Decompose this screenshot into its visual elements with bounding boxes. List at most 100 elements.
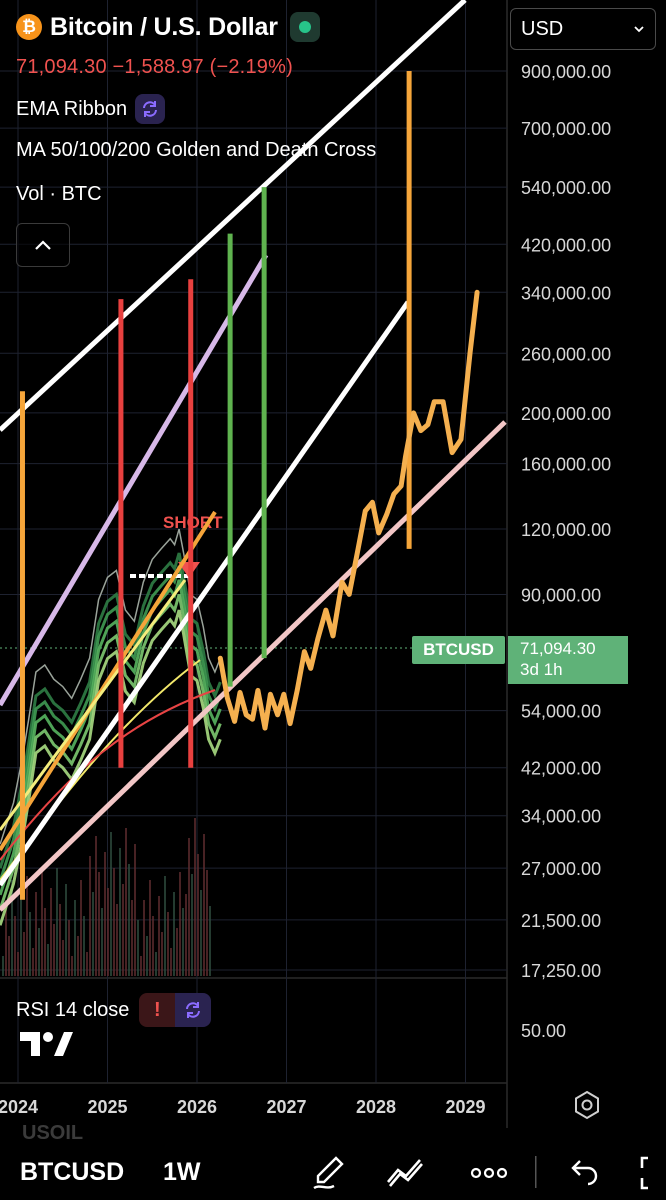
time-tick-label: 2025 xyxy=(87,1097,127,1117)
volume-bar xyxy=(167,912,169,976)
yellow-trend xyxy=(0,579,187,831)
volume-bar xyxy=(170,948,172,976)
ghost-symbol: USOIL xyxy=(22,1122,84,1144)
fullscreen-icon[interactable] xyxy=(632,1152,666,1192)
volume-bar xyxy=(95,836,97,976)
price-tick-label: 27,000.00 xyxy=(521,859,601,879)
price-tick-label: 17,250.00 xyxy=(521,961,601,981)
volume-bar xyxy=(5,900,7,976)
ma-100-line xyxy=(0,689,216,861)
volume-bar xyxy=(176,928,178,976)
undo-icon[interactable] xyxy=(566,1152,602,1192)
volume-bar xyxy=(128,864,130,976)
volume-bar xyxy=(155,952,157,976)
chevron-up-icon xyxy=(35,240,51,250)
volume-bar xyxy=(38,928,40,976)
volume-bar xyxy=(125,828,127,976)
indicator-label: EMA Ribbon xyxy=(16,97,128,120)
channel-mid xyxy=(0,300,411,887)
price-tick-label: 900,000.00 xyxy=(521,62,611,82)
indicator-volume[interactable]: Vol · BTC xyxy=(16,183,102,205)
price-tick-label: 120,000.00 xyxy=(521,520,611,540)
time-tick-label: 2029 xyxy=(445,1097,485,1117)
collapse-legend-button[interactable] xyxy=(16,223,70,267)
volume-bar xyxy=(119,848,121,976)
time-tick-label: 2028 xyxy=(356,1097,396,1117)
market-open-icon[interactable] xyxy=(289,12,320,42)
volume-bar xyxy=(200,890,202,976)
volume-bar xyxy=(50,888,52,976)
symbol-header[interactable]: ₿ Bitcoin / U.S. Dollar xyxy=(16,12,320,42)
indicator-ma-cross[interactable]: MA 50/100/200 Golden and Death Cross xyxy=(16,139,377,161)
bottom-toolbar xyxy=(0,1140,666,1200)
price-tick-label: 54,000.00 xyxy=(521,702,601,722)
interval-button[interactable]: 1W xyxy=(163,1158,201,1186)
orange-trend xyxy=(0,510,217,852)
volume-bar xyxy=(113,868,115,976)
volume-bar xyxy=(47,944,49,976)
rsi-label: RSI 14 close xyxy=(16,998,130,1021)
settings-icon[interactable] xyxy=(570,1088,604,1122)
volume-bar xyxy=(203,834,205,976)
price-tick-label: 160,000.00 xyxy=(521,455,611,475)
price-tick-label: 90,000.00 xyxy=(521,585,601,605)
volume-bar xyxy=(206,870,208,976)
time-tick-label: 2024 xyxy=(0,1097,38,1117)
symbol-button[interactable]: BTCUSD xyxy=(20,1158,125,1186)
channel-bottom xyxy=(0,420,507,912)
volume-bar xyxy=(107,888,109,976)
volume-bar xyxy=(98,872,100,976)
last-price: 71,094.30 xyxy=(520,639,596,658)
price-tick-label: 340,000.00 xyxy=(521,283,611,303)
volume-bar xyxy=(131,900,133,976)
time-tick-label: 2027 xyxy=(266,1097,306,1117)
volume-bar xyxy=(143,900,145,976)
rsi-legend[interactable]: RSI 14 close ! xyxy=(16,993,212,1027)
volume-bar xyxy=(59,904,61,976)
drawing-tools-icon[interactable] xyxy=(384,1152,428,1192)
volume-bar xyxy=(140,956,142,976)
rsi-tick-label: 50.00 xyxy=(521,1021,566,1041)
volume-bar xyxy=(146,936,148,976)
currency-select[interactable]: USD xyxy=(510,8,656,50)
price-tick-label: 34,000.00 xyxy=(521,807,601,827)
price-tick-label: 420,000.00 xyxy=(521,235,611,255)
price-tick-label: 700,000.00 xyxy=(521,119,611,139)
volume-bar xyxy=(104,852,106,976)
sync-icon[interactable] xyxy=(135,94,166,124)
volume-bar xyxy=(11,880,13,976)
volume-bar xyxy=(62,940,64,976)
sync-icon[interactable] xyxy=(175,993,212,1027)
volume-bar xyxy=(41,872,43,976)
volume-bar xyxy=(164,876,166,976)
volume-bar xyxy=(71,956,73,976)
volume-bar xyxy=(32,948,34,976)
volume-bar xyxy=(209,906,211,976)
indicator-ema-ribbon[interactable]: EMA Ribbon xyxy=(16,94,166,124)
price-axis[interactable]: 900,000.00 700,000.00 540,000.00 420,000.00… xyxy=(521,62,611,1041)
price-change: 71,094.30 −1,588.97 (−2.19%) xyxy=(16,56,293,78)
volume-bar xyxy=(179,872,181,976)
volume-bar xyxy=(65,884,67,976)
volume-bar xyxy=(92,892,94,976)
more-icon[interactable] xyxy=(468,1152,510,1192)
price-tick-label: 260,000.00 xyxy=(521,344,611,364)
volume-bar xyxy=(110,832,112,976)
volume-bar xyxy=(158,896,160,976)
volume-bar xyxy=(74,900,76,976)
warning-icon[interactable]: ! xyxy=(139,993,176,1027)
projection-path xyxy=(217,289,480,731)
volume-bar xyxy=(89,856,91,976)
volume-bar xyxy=(44,908,46,976)
volume-bar xyxy=(83,916,85,976)
volume-bar xyxy=(149,880,151,976)
volume-bar xyxy=(86,952,88,976)
volume-bar xyxy=(182,908,184,976)
brush-icon[interactable] xyxy=(308,1152,348,1192)
time-axis[interactable]: 2024 2025 2026 2027 2028 2029 xyxy=(0,1097,486,1117)
channel-top xyxy=(0,0,467,432)
price-tick-label: 200,000.00 xyxy=(521,404,611,424)
volume-bar xyxy=(116,904,118,976)
price-tick-label: 42,000.00 xyxy=(521,759,601,779)
